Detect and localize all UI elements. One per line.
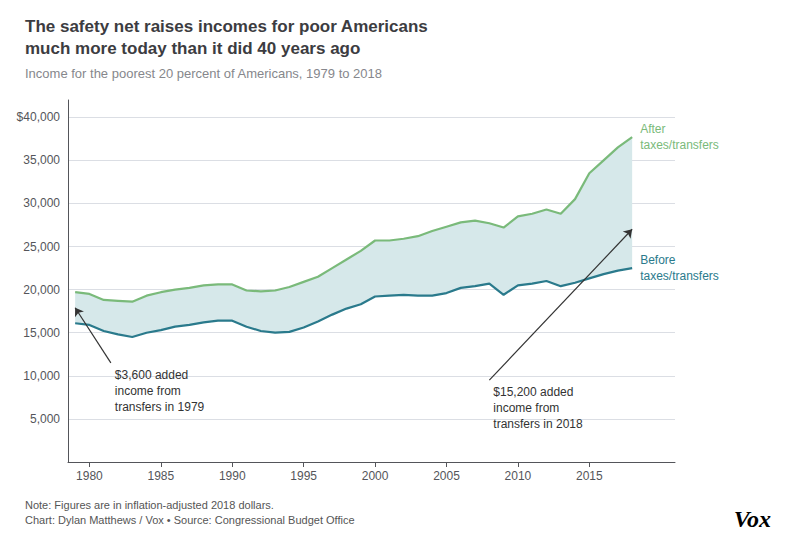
svg-text:30,000: 30,000 <box>23 196 60 210</box>
svg-text:2000: 2000 <box>362 469 389 483</box>
svg-text:much more today than it did 40: much more today than it did 40 years ago <box>25 39 360 58</box>
svg-text:After: After <box>640 122 665 136</box>
svg-text:$3,600 added: $3,600 added <box>115 368 188 382</box>
svg-text:20,000: 20,000 <box>23 283 60 297</box>
svg-text:35,000: 35,000 <box>23 153 60 167</box>
svg-text:transfers in 1979: transfers in 1979 <box>115 400 205 414</box>
svg-text:Vox: Vox <box>734 506 771 532</box>
svg-text:1995: 1995 <box>290 469 317 483</box>
svg-text:income from: income from <box>493 401 559 415</box>
svg-text:taxes/transfers: taxes/transfers <box>640 138 719 152</box>
svg-text:$15,200 added: $15,200 added <box>493 385 573 399</box>
svg-text:5,000: 5,000 <box>30 412 60 426</box>
svg-text:10,000: 10,000 <box>23 369 60 383</box>
svg-text:Before: Before <box>640 253 676 267</box>
svg-text:income from: income from <box>115 384 181 398</box>
svg-text:2015: 2015 <box>576 469 603 483</box>
svg-text:1985: 1985 <box>147 469 174 483</box>
svg-text:The safety net raises incomes: The safety net raises incomes for poor A… <box>25 17 428 36</box>
svg-text:transfers in 2018: transfers in 2018 <box>493 417 583 431</box>
svg-text:Note: Figures are in inflation: Note: Figures are in inflation-adjusted … <box>25 499 274 511</box>
svg-text:$40,000: $40,000 <box>17 110 61 124</box>
svg-text:1980: 1980 <box>76 469 103 483</box>
svg-text:taxes/transfers: taxes/transfers <box>640 269 719 283</box>
svg-text:2010: 2010 <box>505 469 532 483</box>
svg-text:2005: 2005 <box>433 469 460 483</box>
svg-text:15,000: 15,000 <box>23 326 60 340</box>
svg-text:1990: 1990 <box>219 469 246 483</box>
svg-text:Chart: Dylan Matthews / Vox •: Chart: Dylan Matthews / Vox • Source: Co… <box>25 514 355 526</box>
svg-text:25,000: 25,000 <box>23 240 60 254</box>
svg-text:Income for the poorest 20 perc: Income for the poorest 20 percent of Ame… <box>25 66 382 81</box>
